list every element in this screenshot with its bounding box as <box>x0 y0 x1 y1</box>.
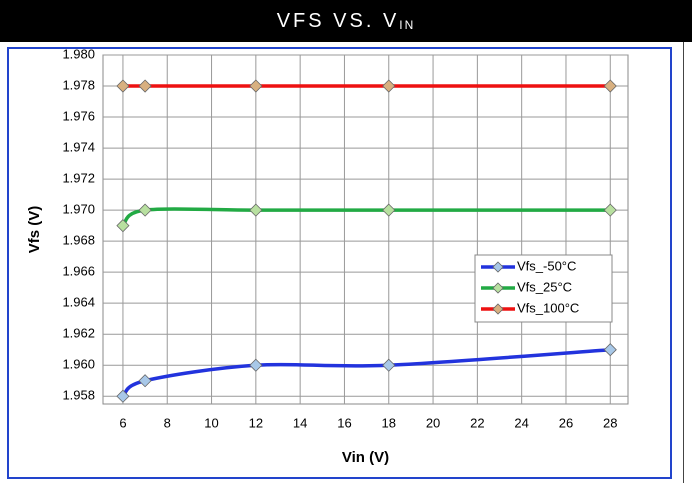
data-point <box>603 79 617 93</box>
x-tick-label: 10 <box>204 415 218 430</box>
data-point <box>382 79 396 93</box>
data-point <box>116 79 130 93</box>
y-tick-label: 1.974 <box>62 140 95 155</box>
x-tick-label: 20 <box>426 415 440 430</box>
legend-label: Vfs_-50°C <box>517 258 576 273</box>
data-point <box>138 79 152 93</box>
title-subscript: IN <box>399 18 416 32</box>
data-point <box>382 203 396 217</box>
y-tick-label: 1.980 <box>62 47 95 61</box>
data-point <box>116 219 130 233</box>
data-point <box>603 203 617 217</box>
x-tick-label: 12 <box>249 415 263 430</box>
data-point <box>116 389 130 403</box>
y-tick-label: 1.966 <box>62 264 95 279</box>
x-tick-label: 6 <box>119 415 126 430</box>
x-tick-label: 8 <box>164 415 171 430</box>
y-tick-label: 1.960 <box>62 357 95 372</box>
y-tick-label: 1.968 <box>62 233 95 248</box>
y-tick-label: 1.962 <box>62 326 95 341</box>
x-tick-label: 14 <box>293 415 307 430</box>
y-tick-label: 1.976 <box>62 108 95 123</box>
y-tick-label: 1.964 <box>62 295 95 310</box>
y-tick-label: 1.978 <box>62 77 95 92</box>
x-axis-label: Vin (V) <box>342 449 389 466</box>
legend-label: Vfs_100°C <box>517 300 579 315</box>
chart: 1.958 1.960 1.962 1.964 1.966 1.968 1.970 1.972… <box>7 47 672 479</box>
x-tick-label: 18 <box>382 415 396 430</box>
header-bar: VFS VS. VIN <box>0 0 692 42</box>
y-tick-label: 1.970 <box>62 202 95 217</box>
title: VFS VS. V <box>276 10 400 32</box>
x-tick-label: 22 <box>470 415 484 430</box>
legend-marker <box>492 303 504 315</box>
y-axis-label: Vfs (V) <box>26 206 43 254</box>
x-tick-label: 26 <box>559 415 573 430</box>
y-tick-label: 1.972 <box>62 171 95 186</box>
data-point <box>138 374 152 388</box>
divider <box>683 42 684 483</box>
data-point <box>138 203 152 217</box>
x-tick-label: 28 <box>603 415 617 430</box>
legend-label: Vfs_25°C <box>517 279 572 294</box>
legend-marker <box>492 282 504 294</box>
data-point <box>603 343 617 357</box>
x-tick-label: 16 <box>337 415 351 430</box>
legend-marker <box>492 261 504 273</box>
data-point <box>249 203 263 217</box>
data-point <box>249 358 263 372</box>
y-tick-label: 1.958 <box>62 388 95 403</box>
data-point <box>382 358 396 372</box>
plot-area <box>102 54 629 405</box>
x-tick-label: 24 <box>514 415 528 430</box>
data-point <box>249 79 263 93</box>
